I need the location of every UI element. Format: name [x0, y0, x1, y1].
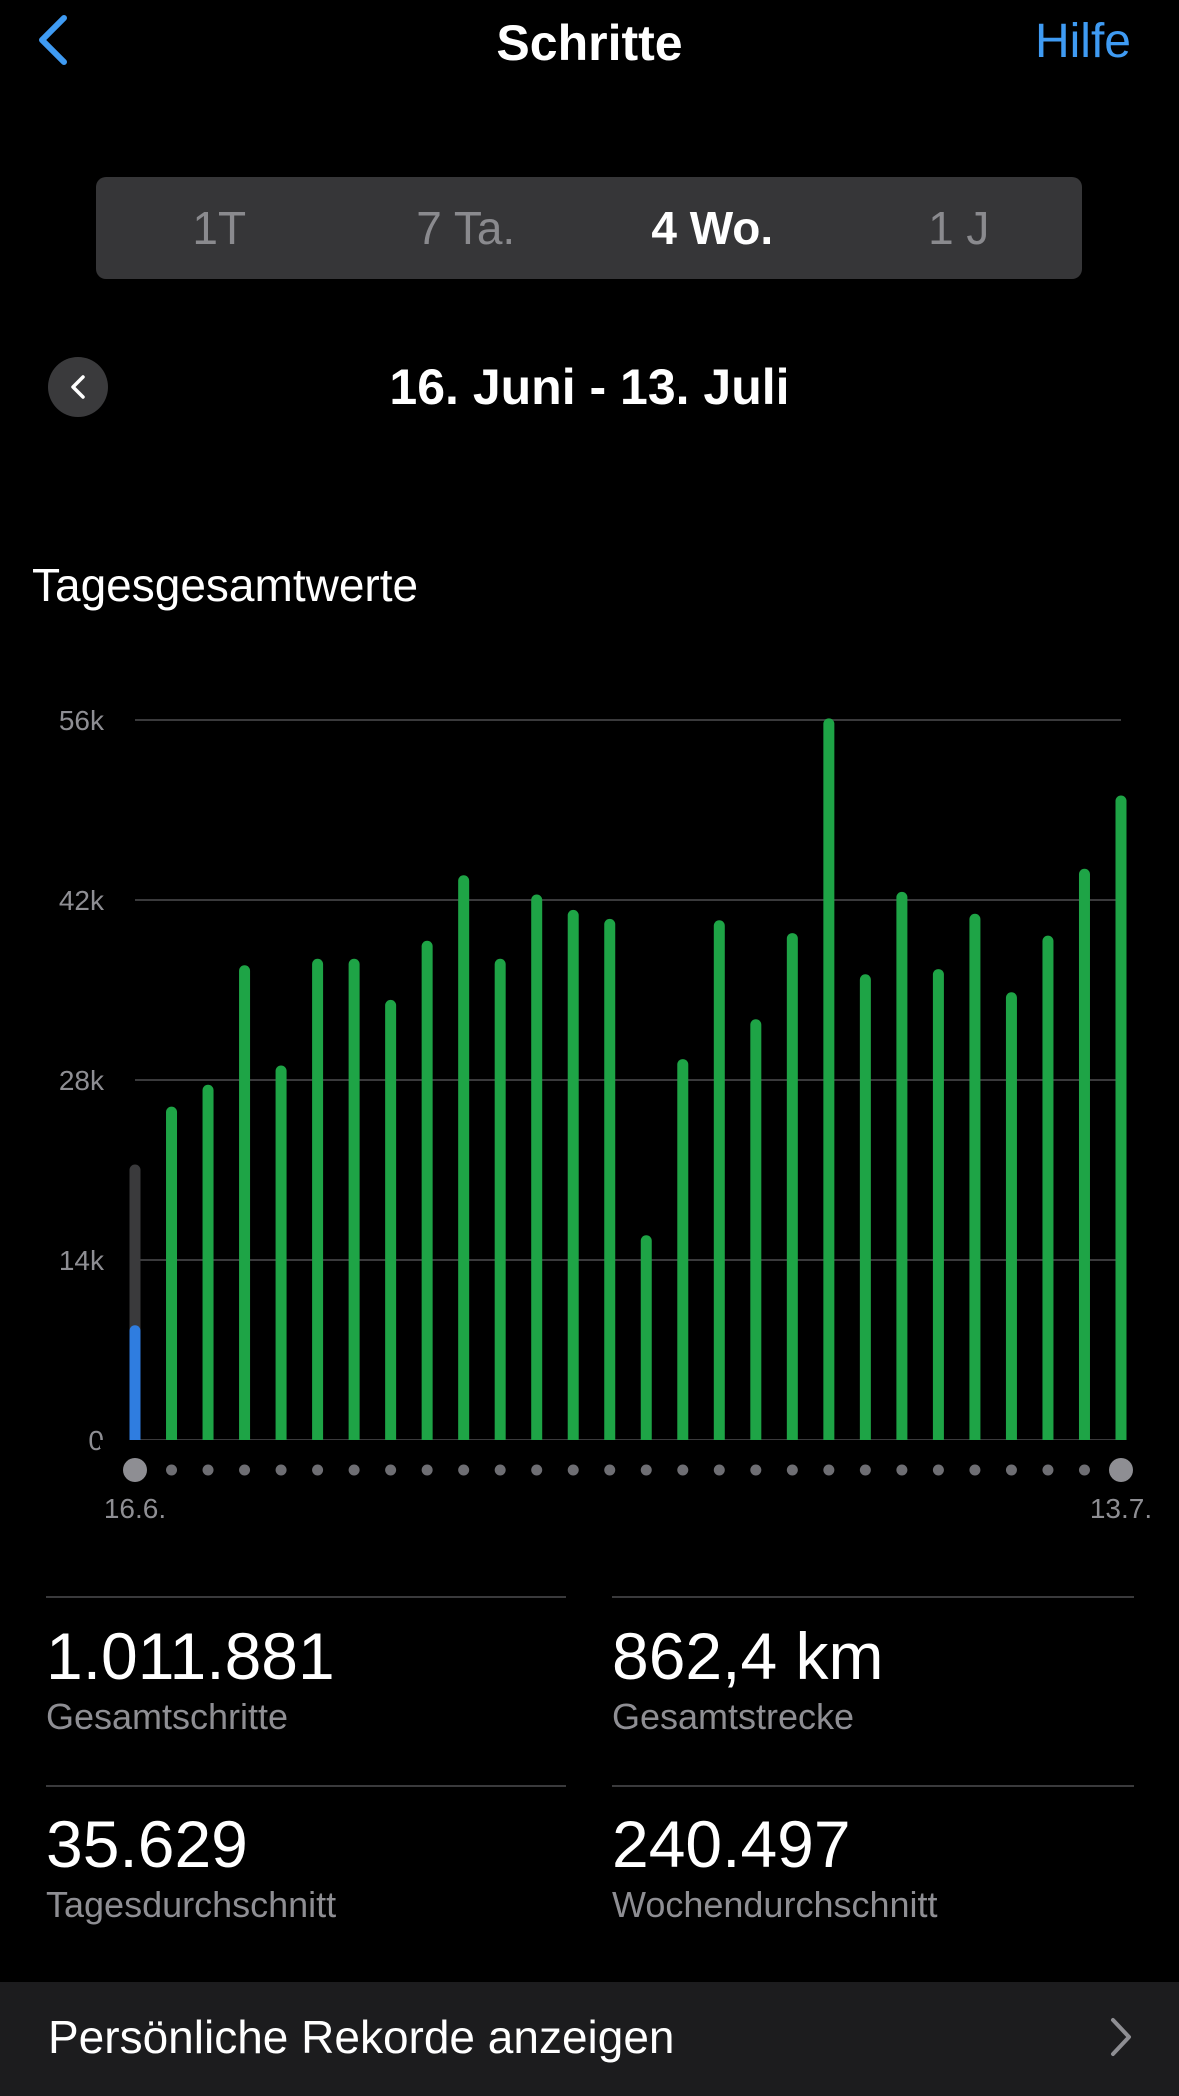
day-dot[interactable]: [1078, 1464, 1090, 1476]
chart-bars: [100, 718, 1140, 1448]
day-dot[interactable]: [123, 1458, 147, 1482]
y-tick-label: 28k: [59, 1065, 105, 1096]
day-dot[interactable]: [932, 1464, 944, 1476]
chevron-left-icon: [39, 15, 67, 65]
day-dot[interactable]: [348, 1464, 360, 1476]
day-dot[interactable]: [969, 1464, 981, 1476]
segment-1-day[interactable]: 1T: [192, 202, 247, 254]
day-dot[interactable]: [1042, 1464, 1054, 1476]
total-steps-label: Gesamtschritte: [46, 1696, 289, 1737]
day-dot[interactable]: [567, 1464, 579, 1476]
total-distance-value: 862,4 km: [612, 1619, 884, 1693]
day-dot[interactable]: [166, 1464, 178, 1476]
y-tick-label: 0: [88, 1425, 104, 1456]
day-dot[interactable]: [750, 1464, 762, 1476]
day-dot[interactable]: [312, 1464, 324, 1476]
day-dot[interactable]: [421, 1464, 433, 1476]
y-tick-label: 42k: [59, 885, 105, 916]
day-dot[interactable]: [458, 1464, 470, 1476]
day-dot[interactable]: [859, 1464, 871, 1476]
chart-heading: Tagesgesamtwerte: [32, 559, 419, 611]
back-button[interactable]: [32, 10, 92, 80]
total-steps-value: 1.011.881: [46, 1619, 335, 1693]
page-title: Schritte: [496, 15, 683, 71]
segment-7-days[interactable]: 7 Ta.: [416, 202, 516, 254]
weekly-average-label: Wochendurchschnitt: [612, 1884, 938, 1925]
y-tick-label: 14k: [59, 1245, 105, 1276]
segment-4-weeks[interactable]: 4 Wo.: [651, 202, 774, 254]
day-dot[interactable]: [531, 1464, 543, 1476]
divider: [612, 1785, 1134, 1787]
divider: [46, 1596, 566, 1598]
baseline-mask: [100, 1440, 1140, 1448]
divider: [46, 1785, 566, 1787]
date-range-title: 16. Juni - 13. Juli: [389, 359, 790, 415]
divider: [612, 1596, 1134, 1598]
period-segmented-control: 1T 7 Ta. 4 Wo. 1 J: [96, 177, 1082, 279]
personal-records-label: Persönliche Rekorde anzeigen: [48, 2011, 675, 2063]
daily-average-value: 35.629: [46, 1807, 248, 1881]
x-tick-label-start: 16.6.: [104, 1493, 166, 1524]
day-dot[interactable]: [239, 1464, 251, 1476]
day-dot[interactable]: [640, 1464, 652, 1476]
x-axis-tick-labels: 16.6. 13.7.: [104, 1493, 1152, 1524]
previous-period-button[interactable]: [48, 357, 108, 417]
day-dot[interactable]: [1109, 1458, 1133, 1482]
personal-records-row[interactable]: Persönliche Rekorde anzeigen: [0, 1982, 1179, 2096]
day-dot[interactable]: [385, 1464, 397, 1476]
weekly-average-value: 240.497: [612, 1807, 851, 1881]
day-dot[interactable]: [896, 1464, 908, 1476]
y-tick-label: 56k: [59, 705, 105, 736]
help-link[interactable]: Hilfe: [1034, 15, 1131, 68]
y-axis-tick-labels: 0 14k 28k 42k 56k: [59, 705, 105, 1456]
day-dot[interactable]: [202, 1464, 214, 1476]
x-tick-label-end: 13.7.: [1090, 1493, 1152, 1524]
chevron-left-icon: [71, 375, 85, 399]
chevron-right-icon: [1111, 2018, 1131, 2056]
total-distance-label: Gesamtstrecke: [612, 1696, 855, 1737]
day-dot[interactable]: [494, 1464, 506, 1476]
daily-steps-bar-chart: 0 14k 28k 42k 56k 16.6. 13.7.: [59, 705, 1152, 1524]
daily-average-label: Tagesdurchschnitt: [46, 1884, 337, 1925]
day-dot[interactable]: [823, 1464, 835, 1476]
segment-1-year[interactable]: 1 J: [928, 202, 990, 254]
day-dot[interactable]: [275, 1464, 287, 1476]
x-axis-day-dots: [123, 1458, 1133, 1482]
day-dot[interactable]: [677, 1464, 689, 1476]
day-dot[interactable]: [604, 1464, 616, 1476]
day-dot[interactable]: [1005, 1464, 1017, 1476]
day-dot[interactable]: [713, 1464, 725, 1476]
day-dot[interactable]: [786, 1464, 798, 1476]
